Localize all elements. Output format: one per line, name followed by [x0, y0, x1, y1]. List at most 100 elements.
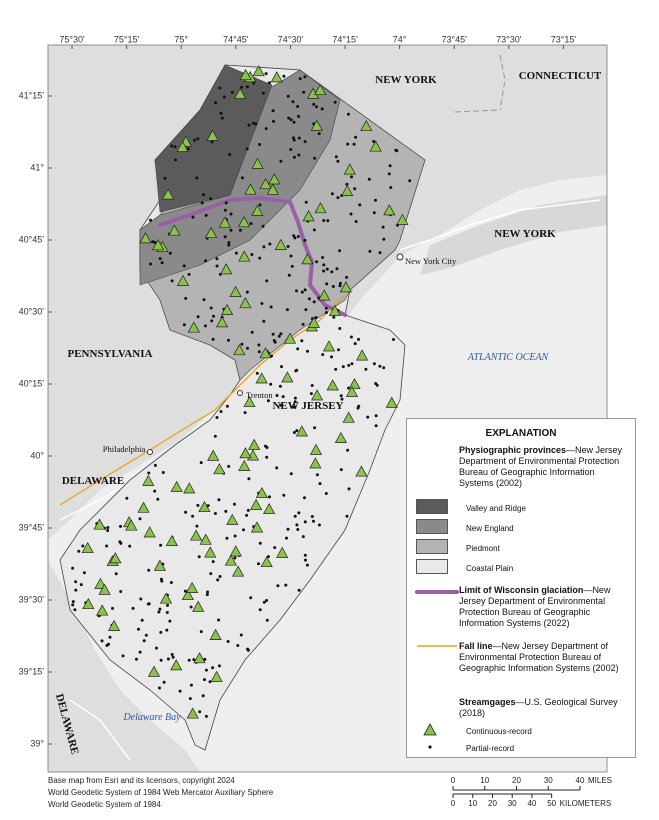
legend: EXPLANATION Physiographic provinces—New … [406, 418, 636, 758]
partial-record-gage [199, 461, 203, 465]
legend-swatch [417, 645, 457, 647]
continuous-record-gage [385, 396, 398, 408]
partial-record-gage [346, 448, 350, 452]
partial-record-gage [265, 455, 269, 459]
partial-record-gage [298, 77, 302, 81]
partial-record-gage [349, 335, 353, 339]
partial-record-gage [252, 81, 256, 85]
continuous-record-gage [221, 303, 234, 315]
continuous-record-gage [307, 316, 320, 328]
continuous-record-gage [383, 204, 396, 216]
partial-record-gage [279, 403, 283, 407]
partial-record-gage [292, 405, 295, 409]
continuous-record-gage [250, 498, 263, 510]
partial-record-gage [273, 546, 277, 550]
partial-record-gage [354, 135, 358, 139]
partial-record-gage [163, 176, 167, 180]
continuous-record-gage [190, 529, 203, 541]
continuous-record-gage [252, 65, 265, 77]
partial-record-gage [330, 355, 333, 359]
continuous-record-gage [206, 129, 219, 141]
partial-record-gage [295, 429, 299, 433]
partial-record-gage [125, 496, 129, 500]
continuous-record-gage [396, 213, 409, 225]
credit: Base map from Esri and its licensors, co… [48, 776, 235, 785]
scale-label: 40 [576, 776, 585, 785]
partial-record-gage [271, 109, 275, 113]
continuous-record-gage [204, 546, 217, 558]
continuous-record-gage [125, 519, 138, 531]
new-england [139, 69, 341, 286]
partial-record-gage [349, 212, 353, 216]
partial-record-gage [183, 589, 187, 593]
partial-record-gage [223, 208, 227, 212]
partial-record-gage [226, 640, 230, 643]
city-marker [396, 253, 404, 261]
partial-record-gage [160, 261, 164, 265]
continuous-record-gage [176, 140, 189, 152]
partial-record-gage [261, 91, 265, 95]
partial-record-gage [153, 489, 157, 493]
partial-record-gage [282, 74, 286, 78]
partial-record-gage [173, 145, 177, 149]
partial-record-gage [291, 100, 295, 104]
place-label: DELAWARE [62, 475, 124, 487]
partial-record-gage [292, 431, 296, 434]
partial-record-gage [286, 245, 290, 248]
continuous-record-gage [139, 232, 152, 244]
partial-record-gage [295, 523, 299, 527]
legend-swatch [416, 499, 448, 514]
continuous-record-gage [266, 183, 279, 195]
partial-record-gage [119, 541, 123, 545]
partial-record-gage [289, 472, 293, 476]
legend-item: Continuous-record [466, 727, 532, 736]
partial-record-gage [276, 584, 280, 588]
partial-record-gage [159, 658, 163, 662]
latitude-label: 40°45' [19, 234, 45, 244]
partial-record-gage [302, 90, 306, 94]
partial-record-gage [245, 290, 249, 294]
legend-source: —New Jersey Department of Environmental … [459, 585, 611, 628]
place-label: Delaware Bay [122, 712, 181, 723]
partial-record-gage [206, 590, 210, 594]
partial-record-gage [215, 264, 219, 268]
partial-record-gage [387, 172, 391, 176]
partial-record-gage [162, 680, 166, 684]
partial-record-gage [312, 519, 315, 523]
partial-record-gage [192, 658, 196, 662]
partial-record-gage [119, 524, 122, 528]
continuous-record-gage [348, 377, 361, 390]
partial-record-gage [182, 264, 186, 268]
continuous-record-gage [186, 581, 199, 593]
continuous-record-gage [170, 480, 183, 492]
partial-record-gage [297, 153, 301, 157]
partial-record-gage [209, 197, 213, 201]
partial-record-gage [264, 127, 268, 131]
partial-record-gage [315, 473, 319, 477]
continuous-record-gage [229, 545, 242, 557]
partial-record-gage [265, 618, 269, 622]
partial-record-gage [353, 342, 357, 346]
continuous-record-gage [176, 274, 190, 286]
partial-record-gage [315, 105, 318, 109]
partial-record-gage [196, 137, 200, 141]
partial-record-gage [156, 497, 160, 501]
partial-record-gage [186, 147, 190, 151]
legend-text: Limit of Wisconsin glaciation—New Jersey… [459, 585, 627, 629]
partial-record-gage [138, 517, 142, 521]
partial-record-gage [356, 406, 360, 410]
partial-record-gage [200, 201, 204, 205]
continuous-record-gage [281, 371, 294, 383]
partial-record-gage [74, 588, 78, 592]
partial-record-gage [246, 648, 250, 652]
partial-record-gage [153, 463, 157, 467]
partial-record-gage [137, 627, 140, 631]
place-label: CONNECTICUT [519, 70, 602, 82]
continuous-record-gage [270, 71, 283, 83]
partial-record-gage [182, 323, 186, 327]
partial-record-gage [341, 365, 345, 369]
partial-record-gage [168, 619, 172, 623]
partial-record-gage [74, 580, 78, 584]
partial-record-gage [255, 371, 259, 375]
